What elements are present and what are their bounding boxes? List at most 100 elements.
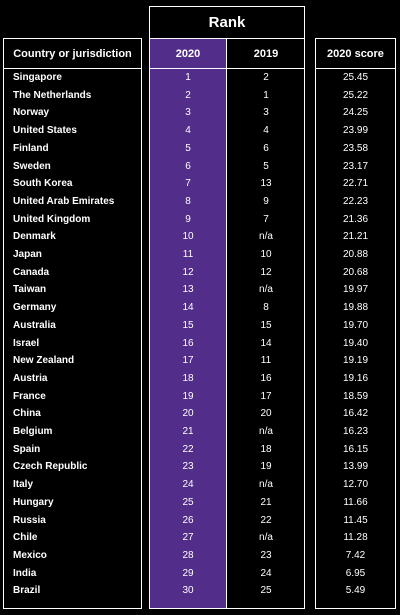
rank-header-rule [149, 68, 305, 69]
rank-2019-cell: n/a [259, 479, 273, 491]
country-cell: Japan [13, 249, 42, 260]
score-cell: 6.95 [345, 567, 366, 579]
country-cell: Austria [13, 372, 48, 384]
table-row: South Korea 7 13 22.71 [0, 175, 400, 193]
score-cell: 23.17 [342, 160, 369, 172]
score-cell: 19.70 [342, 319, 369, 331]
rank-2020-cell: 24 [182, 479, 194, 491]
rank-2019-cell: 10 [260, 249, 272, 260]
rank-2019-cell: 1 [263, 89, 269, 101]
table-row: United Arab Emirates 8 9 22.23 [0, 193, 400, 211]
rank-2019-cell: 22 [260, 514, 272, 526]
rank-2019-cell: 23 [260, 549, 272, 561]
score-cell: 21.21 [342, 231, 369, 243]
rank-2019-cell: 21 [260, 496, 272, 508]
score-cell: 18.59 [342, 390, 369, 402]
country-cell: Russia [13, 514, 46, 526]
table-row: Austria 18 16 19.16 [0, 370, 400, 388]
rank-2020-cell: 26 [182, 514, 194, 526]
table-row: Mexico 28 23 7.42 [0, 547, 400, 565]
rank-2019-cell: 16 [260, 372, 272, 384]
table-row: Italy 24 n/a 12.70 [0, 476, 400, 494]
rank-2019-cell: 7 [263, 213, 269, 225]
table-row: United Kingdom 9 7 21.36 [0, 211, 400, 229]
country-cell: Canada [13, 266, 50, 278]
rank-2020-cell: 17 [182, 355, 194, 367]
rank-2020-cell: 13 [182, 284, 194, 296]
score-cell: 16.42 [342, 408, 369, 420]
rank-2020-header: 2020 [175, 47, 201, 60]
score-cell: 23.99 [342, 125, 369, 137]
rank-2019-cell: n/a [259, 426, 273, 437]
rank-2020-cell: 6 [185, 160, 191, 172]
table-row: The Netherlands 2 1 25.22 [0, 87, 400, 105]
rank-2019-cell: 17 [260, 390, 272, 402]
rank-2019-cell: 24 [260, 567, 272, 579]
rank-2019-cell: 9 [263, 195, 269, 207]
country-cell: Belgium [13, 426, 53, 437]
rank-2020-cell: 9 [185, 213, 191, 225]
country-cell: Czech Republic [13, 461, 88, 473]
rank-2020-cell: 22 [182, 443, 194, 455]
rank-2020-cell: 30 [182, 585, 194, 597]
rank-2020-cell: 27 [182, 532, 194, 544]
rank-2019-cell: 12 [260, 266, 272, 278]
score-cell: 22.71 [342, 178, 369, 190]
country-cell: New Zealand [13, 355, 75, 367]
table-row: Denmark 10 n/a 21.21 [0, 228, 400, 246]
table-row: Spain 22 18 16.15 [0, 441, 400, 459]
table-row: Russia 26 22 11.45 [0, 512, 400, 530]
rank-2019-cell: 5 [263, 160, 269, 172]
rank-2020-cell: 14 [182, 302, 194, 314]
table-row: India 29 24 6.95 [0, 565, 400, 583]
rank-2019-cell: n/a [259, 231, 273, 243]
table-row: France 19 17 18.59 [0, 388, 400, 406]
score-cell: 23.58 [342, 142, 369, 154]
rank-2020-cell: 8 [185, 195, 191, 207]
table-row: Belgium 21 n/a 16.23 [0, 423, 400, 441]
table-row: Australia 15 15 19.70 [0, 317, 400, 335]
table-row: Norway 3 3 24.25 [0, 104, 400, 122]
country-cell: Finland [13, 142, 49, 154]
table-row: Taiwan 13 n/a 19.97 [0, 281, 400, 299]
score-cell: 25.45 [342, 72, 369, 83]
country-cell: United States [13, 125, 77, 137]
score-cell: 11.45 [343, 514, 368, 526]
rank-2020-cell: 7 [185, 178, 191, 190]
country-cell: Denmark [13, 231, 56, 243]
rank-2020-cell: 10 [182, 231, 194, 243]
rank-2020-cell: 25 [182, 496, 194, 508]
country-cell: United Kingdom [13, 213, 91, 225]
score-header: 2020 score [327, 47, 384, 60]
score-cell: 20.68 [342, 266, 369, 278]
country-cell: Spain [13, 443, 41, 455]
rank-2020-cell: 5 [185, 142, 191, 154]
country-cell: Norway [13, 107, 50, 119]
score-cell: 5.49 [345, 585, 366, 597]
country-column-frame [3, 38, 142, 609]
score-cell: 19.16 [342, 372, 369, 384]
country-cell: The Netherlands [13, 89, 92, 101]
rank-2020-cell: 12 [182, 266, 194, 278]
country-cell: Hungary [13, 496, 54, 508]
table-row: Germany 14 8 19.88 [0, 299, 400, 317]
rank-2020-cell: 28 [182, 549, 194, 561]
country-cell: Singapore [13, 72, 62, 83]
score-cell: 25.22 [342, 89, 369, 101]
rank-2020-cell: 16 [182, 337, 194, 349]
country-cell: Australia [13, 319, 56, 331]
table-row: Sweden 6 5 23.17 [0, 158, 400, 176]
rank-2019-header: 2019 [253, 47, 279, 60]
rank-2019-cell: 2 [263, 72, 269, 83]
rank-2019-cell: n/a [259, 284, 273, 296]
rank-2019-cell: 6 [263, 142, 269, 154]
score-cell: 13.99 [342, 461, 369, 473]
rank-2019-cell: 19 [260, 461, 272, 473]
country-cell: Chile [13, 532, 38, 544]
rank-2020-cell: 15 [182, 319, 194, 331]
table-row: New Zealand 17 11 19.19 [0, 352, 400, 370]
rank-2019-cell: 20 [260, 408, 272, 420]
rank-2020-cell: 3 [185, 107, 191, 119]
country-header-rule [3, 68, 142, 69]
rank-2019-cell: 4 [263, 125, 269, 137]
